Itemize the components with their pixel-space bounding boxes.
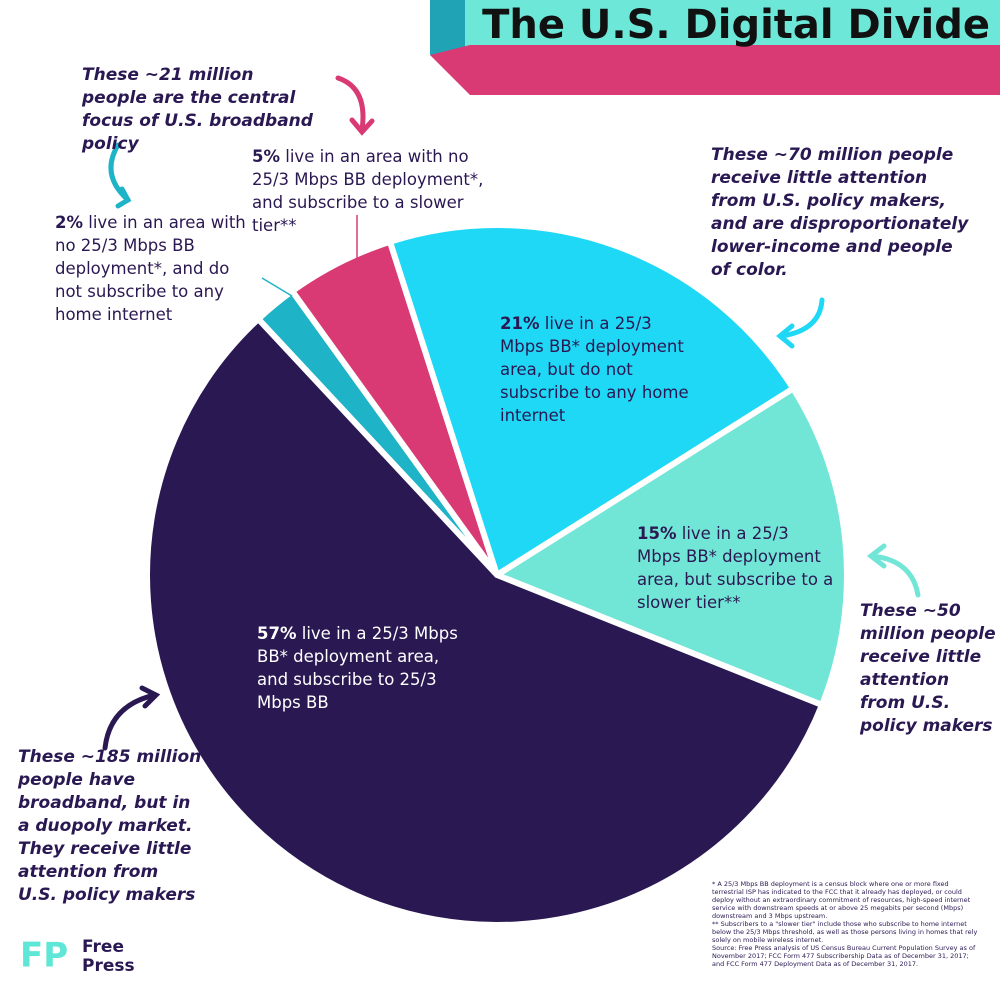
callout: These ~50 million people receive little … <box>860 601 996 736</box>
slice-label: 15% live in a 25/3 Mbps BB* deployment a… <box>637 522 837 614</box>
slice-text: live in an area with no 25/3 Mbps BB dep… <box>252 147 484 235</box>
arrows <box>102 75 921 751</box>
header-ribbon <box>430 45 1000 95</box>
footnotes: * A 25/3 Mbps BB deployment is a census … <box>712 880 982 968</box>
pie-slice <box>490 384 850 709</box>
pie-slice <box>144 314 826 928</box>
slice-label: 2% live in an area with no 25/3 Mbps BB … <box>55 211 255 326</box>
arrow <box>139 685 161 709</box>
callout: These ~70 million people receive little … <box>711 145 969 280</box>
slice-text: live in a 25/3 Mbps BB* deployment area,… <box>637 524 834 612</box>
logo-name: Free Press <box>82 937 135 976</box>
arrow <box>869 553 921 598</box>
slice-label: 57% live in a 25/3 Mbps BB* deployment a… <box>257 622 467 714</box>
title: The U.S. Digital Divide <box>482 2 990 48</box>
value-label: 5% <box>252 147 281 166</box>
value-label: 57% <box>257 624 297 643</box>
arrow <box>102 692 158 751</box>
callout: These ~185 million people have broadband… <box>18 747 202 905</box>
callout: These ~21 million people are the central… <box>82 65 313 154</box>
leader-line <box>261 277 293 297</box>
value-label: 21% <box>500 314 540 333</box>
arrow <box>349 117 375 136</box>
arrow <box>335 75 366 133</box>
header-box <box>465 0 1000 50</box>
arrow <box>779 297 825 339</box>
slice-label: 5% live in an area with no 25/3 Mbps BB … <box>252 145 502 237</box>
footnote: Source: Free Press analysis of US Census… <box>712 944 976 968</box>
value-label: 15% <box>637 524 677 543</box>
slice-text: live in an area with no 25/3 Mbps BB dep… <box>55 213 246 324</box>
slice-text: live in a 25/3 Mbps BB* deployment area,… <box>257 624 458 712</box>
arrow <box>115 186 132 209</box>
logo-mark: FP <box>20 936 68 976</box>
slice-label: 21% live in a 25/3 Mbps BB* deployment a… <box>500 312 700 427</box>
value-label: 2% <box>55 213 84 232</box>
pie-slice <box>386 222 798 580</box>
slice-text: live in a 25/3 Mbps BB* deployment area,… <box>500 314 689 425</box>
arrow <box>866 543 887 569</box>
footnote: * A 25/3 Mbps BB deployment is a census … <box>712 880 971 920</box>
pie <box>144 222 850 928</box>
footnote: ** Subscribers to a "slower tier" includ… <box>712 920 978 944</box>
arrow <box>776 323 795 349</box>
